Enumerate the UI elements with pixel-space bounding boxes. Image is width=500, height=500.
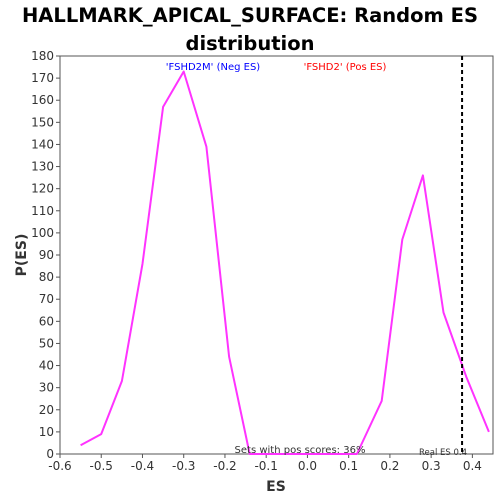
- y-tick-label: 80: [39, 270, 54, 284]
- plot-area: [59, 55, 494, 455]
- y-tick-label: 90: [39, 248, 54, 262]
- y-tick-label: 70: [39, 292, 54, 306]
- x-tick-label: 0.0: [298, 459, 317, 473]
- y-tick-label: 120: [31, 182, 54, 196]
- x-tick-label: 0.4: [463, 459, 482, 473]
- neg-es-label: 'FSHD2M' (Neg ES): [166, 62, 261, 73]
- chart-title-line-2: distribution: [185, 32, 315, 55]
- y-tick-label: 30: [39, 381, 54, 395]
- x-tick-label: -0.2: [213, 459, 236, 473]
- x-tick-label: 0.1: [339, 459, 358, 473]
- y-tick-label: 40: [39, 359, 54, 373]
- series-line: [80, 70, 490, 455]
- y-tick-label: 20: [39, 403, 54, 417]
- y-tick-label: 130: [31, 160, 54, 174]
- x-axis: -0.6 -0.5 -0.4 -0.3 -0.2 -0.1 0.0 0.1 0.2 0.3 0.4: [48, 454, 482, 473]
- pos-es-label: 'FSHD2' (Pos ES): [304, 62, 387, 73]
- y-tick-label: 60: [39, 314, 54, 328]
- x-axis-label: ES: [266, 479, 286, 495]
- x-tick-label: -0.5: [90, 459, 113, 473]
- x-tick-label: -0.4: [131, 459, 154, 473]
- x-tick-label: 0.3: [422, 459, 441, 473]
- y-tick-label: 160: [31, 93, 54, 107]
- y-axis-label: P(ES): [14, 234, 30, 277]
- y-tick-label: 170: [31, 71, 54, 85]
- x-tick-label: 0.2: [380, 459, 399, 473]
- chart-title: HALLMARK_APICAL_SURFACE: Random ES distr…: [0, 2, 500, 58]
- y-tick-label: 150: [31, 115, 54, 129]
- y-tick-label: 50: [39, 336, 54, 350]
- y-tick-label: 100: [31, 226, 54, 240]
- y-tick-label: 180: [31, 49, 54, 63]
- chart-title-line-1: HALLMARK_APICAL_SURFACE: Random ES: [21, 4, 479, 27]
- real-es-label: Real ES 0.4: [419, 448, 467, 458]
- pos-scores-label: Sets with pos scores: 36%: [235, 445, 366, 456]
- y-tick-label: 10: [39, 425, 54, 439]
- x-tick-label: -0.6: [48, 459, 71, 473]
- x-tick-label: -0.1: [254, 459, 277, 473]
- y-tick-label: 110: [31, 204, 54, 218]
- y-tick-label: 0: [46, 447, 54, 461]
- y-axis: 0 10 20 30 40 50 60 70 80 90 100 110 120 130 140 150 160…: [31, 49, 60, 461]
- series-layer: [80, 70, 490, 455]
- y-tick-label: 140: [31, 137, 54, 151]
- x-tick-label: -0.3: [172, 459, 195, 473]
